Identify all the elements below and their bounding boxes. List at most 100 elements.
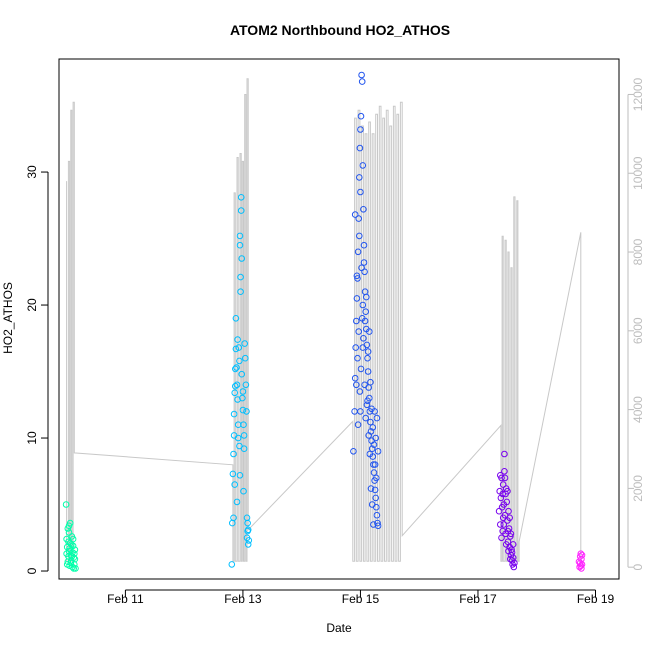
data-point-series-3: [354, 248, 362, 256]
data-point-series-3: [373, 414, 381, 422]
data-point-series-3: [369, 424, 377, 431]
data-point-series-3: [354, 354, 361, 362]
data-point-series-2: [244, 526, 252, 534]
y-tick-label: 20: [25, 298, 39, 312]
data-point-series-2: [234, 396, 241, 403]
data-point-series-3: [372, 434, 380, 442]
secondary-line-layer: [66, 78, 582, 562]
data-point-series-2: [236, 442, 243, 450]
data-point-series-2: [239, 394, 246, 402]
data-point-series-2: [236, 241, 244, 249]
data-point-series-2: [234, 336, 241, 343]
data-point-series-3: [356, 232, 363, 240]
data-point-series-2: [231, 481, 238, 488]
data-point-series-2: [233, 498, 241, 506]
x-axis-label: Date: [326, 621, 352, 635]
data-point-series-3: [370, 441, 378, 449]
data-point-series-4: [511, 559, 518, 567]
data-point-series-1: [70, 565, 77, 572]
scatter-points-layer: [62, 71, 586, 572]
data-point-series-3: [370, 469, 378, 476]
data-point-series-4: [505, 547, 512, 555]
data-point-series-1: [63, 561, 71, 568]
y2-tick-label: 12000: [631, 77, 645, 111]
x-axis: Feb 11 Feb 13 Feb 15 Feb 17 Feb 19: [107, 589, 615, 606]
data-point-series-4: [498, 534, 505, 542]
data-point-series-3: [353, 272, 361, 280]
data-point-series-3: [363, 401, 371, 409]
data-point-series-3: [372, 494, 380, 502]
data-point-series-2: [230, 514, 237, 522]
data-point-series-5: [578, 551, 586, 559]
data-point-series-2: [231, 389, 238, 397]
data-point-series-3: [359, 344, 367, 351]
data-point-series-4: [499, 490, 507, 498]
data-point-series-3: [359, 162, 367, 169]
data-point-series-2: [233, 364, 240, 371]
data-point-series-2: [232, 315, 240, 322]
data-point-series-4: [500, 521, 508, 528]
data-point-series-1: [63, 550, 70, 558]
data-point-series-3: [353, 295, 361, 302]
secondary-series-line: [66, 78, 582, 562]
data-point-series-4: [510, 563, 518, 571]
data-point-series-3: [373, 511, 381, 519]
data-point-series-2: [232, 365, 239, 373]
data-point-series-4: [501, 474, 509, 482]
data-point-series-1: [68, 553, 76, 560]
data-point-series-5: [575, 558, 583, 566]
data-point-series-3: [360, 241, 368, 249]
data-point-series-3: [364, 368, 372, 375]
data-point-series-3: [367, 418, 374, 426]
data-point-series-3: [365, 432, 373, 439]
data-point-series-3: [362, 414, 370, 422]
data-point-series-3: [366, 328, 373, 335]
data-point-series-4: [509, 541, 517, 548]
data-point-series-3: [356, 388, 364, 395]
data-point-series-3: [371, 486, 379, 494]
data-point-series-4: [506, 514, 514, 522]
data-point-series-3: [360, 335, 367, 342]
data-point-series-2: [239, 406, 247, 414]
y2-tick-label: 0: [631, 564, 645, 571]
y2-tick-label: 4000: [631, 396, 645, 423]
data-point-series-3: [371, 408, 378, 415]
data-point-series-3: [374, 522, 382, 530]
data-point-series-3: [356, 174, 363, 181]
data-point-series-2: [238, 255, 245, 262]
data-point-series-3: [368, 445, 376, 453]
data-point-series-3: [358, 264, 365, 272]
data-point-series-4: [501, 450, 508, 458]
data-point-series-2: [237, 194, 245, 201]
data-point-series-2: [236, 357, 243, 365]
y2-tick-label: 10000: [631, 156, 645, 190]
data-point-series-3: [357, 188, 364, 196]
data-point-series-3: [374, 519, 381, 527]
data-point-series-3: [351, 374, 359, 382]
data-point-series-3: [368, 501, 376, 508]
data-point-series-3: [355, 215, 363, 222]
data-point-series-1: [72, 565, 79, 572]
data-point-series-3: [356, 144, 364, 152]
data-point-series-2: [241, 340, 248, 347]
y-tick-label: 0: [25, 567, 39, 574]
y-axis-left: 0 10 20 30: [25, 165, 49, 574]
data-point-series-3: [366, 450, 374, 458]
data-point-series-2: [237, 273, 244, 281]
data-point-series-1: [66, 545, 73, 552]
data-point-series-3: [355, 328, 363, 335]
data-point-series-4: [507, 533, 514, 540]
data-point-series-2: [240, 487, 247, 495]
plot-frame: [58, 58, 620, 580]
data-point-series-3: [358, 71, 365, 79]
data-point-series-3: [357, 408, 364, 415]
data-point-series-3: [357, 365, 365, 373]
data-point-series-3: [373, 474, 380, 482]
data-point-series-4: [497, 521, 504, 528]
data-point-series-2: [236, 472, 244, 479]
data-point-series-2: [229, 470, 237, 478]
data-point-series-3: [358, 78, 366, 85]
data-point-series-2: [235, 344, 243, 351]
